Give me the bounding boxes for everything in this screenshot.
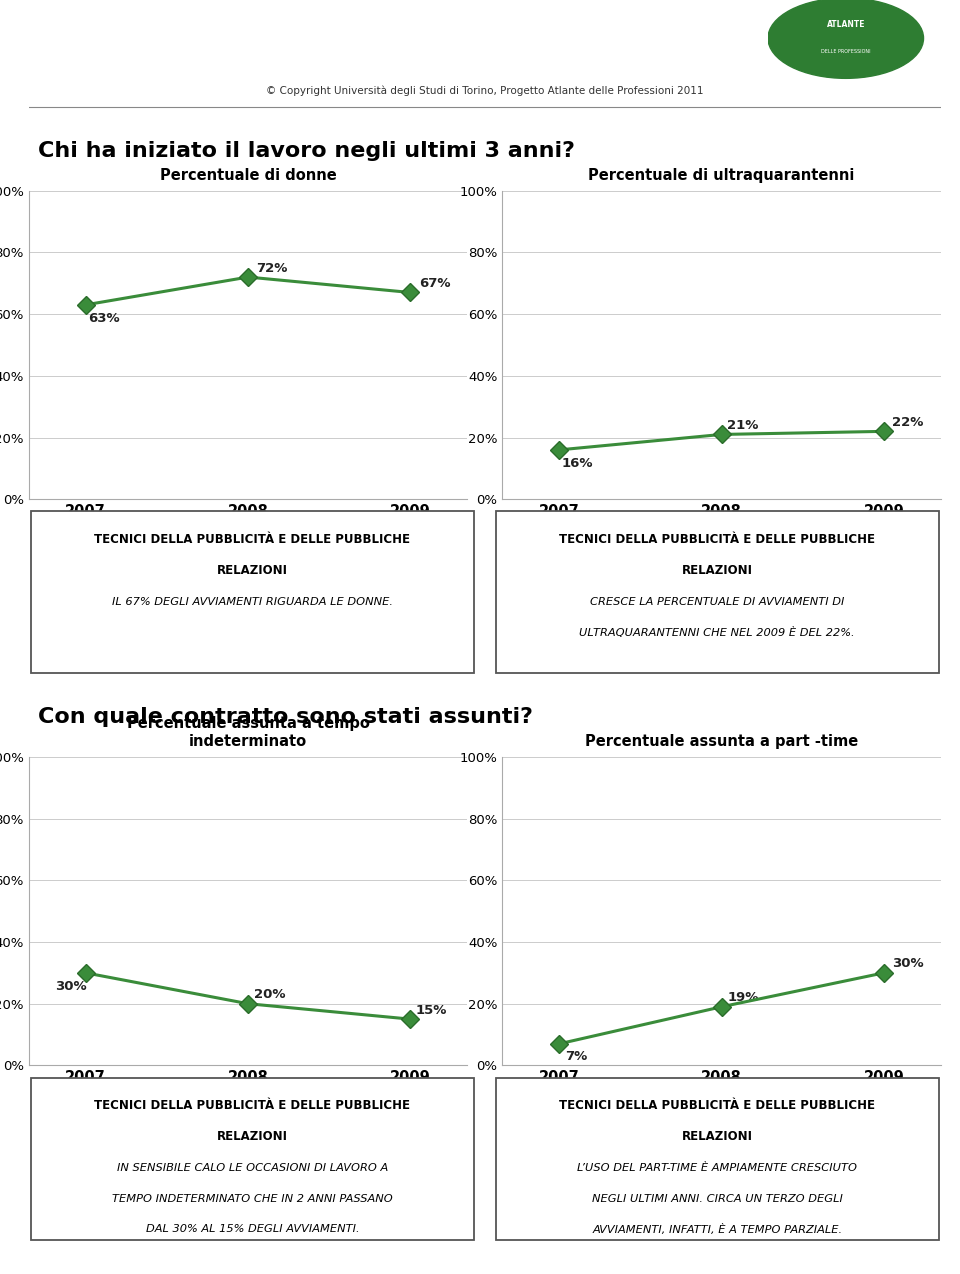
Text: TECNICI DELLA PUBBLICITÀ E DELLE PUBBLICHE: TECNICI DELLA PUBBLICITÀ E DELLE PUBBLIC… — [94, 1099, 410, 1112]
Text: IL 67% DEGLI AVVIAMENTI RIGUARDA LE DONNE.: IL 67% DEGLI AVVIAMENTI RIGUARDA LE DONN… — [111, 598, 393, 608]
FancyBboxPatch shape — [496, 1078, 939, 1240]
Text: TECNICI DELLA PUBBLICITÀ E DELLE PUBBLICHE: TECNICI DELLA PUBBLICITÀ E DELLE PUBBLIC… — [560, 1099, 876, 1112]
Text: TECNICI DELLA PUBBLICITÀ E DELLE PUBBLICHE: TECNICI DELLA PUBBLICITÀ E DELLE PUBBLIC… — [94, 534, 410, 547]
Text: 16%: 16% — [562, 456, 593, 470]
Text: AVVIAMENTI, INFATTI, È A TEMPO PARZIALE.: AVVIAMENTI, INFATTI, È A TEMPO PARZIALE. — [592, 1224, 842, 1235]
FancyBboxPatch shape — [496, 511, 939, 674]
Title: Percentuale assunta a part -time: Percentuale assunta a part -time — [585, 734, 858, 749]
Text: DELLE PROFESSIONI: DELLE PROFESSIONI — [821, 50, 871, 54]
Text: Con quale contratto sono stati assunti?: Con quale contratto sono stati assunti? — [38, 707, 533, 726]
Text: DAL 30% AL 15% DEGLI AVVIAMENTI.: DAL 30% AL 15% DEGLI AVVIAMENTI. — [146, 1224, 359, 1235]
Circle shape — [768, 0, 924, 78]
Text: NEGLI ULTIMI ANNI. CIRCA UN TERZO DEGLI: NEGLI ULTIMI ANNI. CIRCA UN TERZO DEGLI — [591, 1194, 843, 1204]
Text: IN SENSIBILE CALO LE OCCASIONI DI LAVORO A: IN SENSIBILE CALO LE OCCASIONI DI LAVORO… — [117, 1163, 388, 1173]
Text: 30%: 30% — [892, 957, 924, 971]
Text: ATLANTE: ATLANTE — [827, 20, 865, 29]
Text: RELAZIONI: RELAZIONI — [217, 1130, 288, 1143]
Text: 21%: 21% — [727, 419, 758, 432]
Text: 22%: 22% — [892, 415, 924, 429]
Title: Percentuale di donne: Percentuale di donne — [159, 168, 336, 182]
Text: Chi ha iniziato il lavoro negli ultimi 3 anni?: Chi ha iniziato il lavoro negli ultimi 3… — [38, 140, 575, 161]
Text: 67%: 67% — [419, 276, 450, 290]
Text: CRESCE LA PERCENTUALE DI AVVIAMENTI DI: CRESCE LA PERCENTUALE DI AVVIAMENTI DI — [590, 598, 845, 608]
Text: 30%: 30% — [55, 980, 86, 992]
Text: TECNICI DELLA PUBBLICITÀ E DELLE PUBBLICHE: TECNICI DELLA PUBBLICITÀ E DELLE PUBBLIC… — [560, 534, 876, 547]
Text: RELAZIONI: RELAZIONI — [682, 563, 753, 577]
Text: L’USO DEL PART-TIME È AMPIAMENTE CRESCIUTO: L’USO DEL PART-TIME È AMPIAMENTE CRESCIU… — [577, 1163, 857, 1173]
Text: 72%: 72% — [256, 261, 288, 274]
Text: RELAZIONI: RELAZIONI — [217, 563, 288, 577]
Text: 15%: 15% — [416, 1004, 447, 1017]
Text: 7%: 7% — [564, 1051, 587, 1064]
Title: Percentuale assunta a tempo
indeterminato: Percentuale assunta a tempo indeterminat… — [127, 716, 370, 749]
FancyBboxPatch shape — [31, 511, 473, 674]
Title: Percentuale di ultraquarantenni: Percentuale di ultraquarantenni — [588, 168, 854, 182]
Text: © Copyright Università degli Studi di Torino, Progetto Atlante delle Professioni: © Copyright Università degli Studi di To… — [266, 85, 704, 96]
Text: 19%: 19% — [727, 991, 758, 1004]
Text: 20%: 20% — [253, 989, 285, 1001]
Text: TEMPO INDETERMINATO CHE IN 2 ANNI PASSANO: TEMPO INDETERMINATO CHE IN 2 ANNI PASSAN… — [112, 1194, 393, 1204]
FancyBboxPatch shape — [31, 1078, 473, 1240]
Text: 63%: 63% — [88, 312, 120, 325]
Text: ULTRAQUARANTENNI CHE NEL 2009 È DEL 22%.: ULTRAQUARANTENNI CHE NEL 2009 È DEL 22%. — [580, 628, 855, 638]
Text: RELAZIONI: RELAZIONI — [682, 1130, 753, 1143]
